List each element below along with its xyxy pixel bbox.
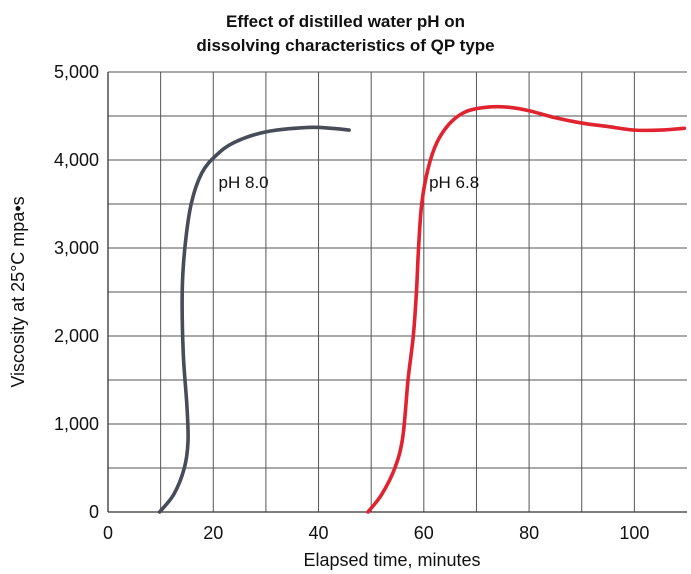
y-tick-label: 2,000 bbox=[54, 326, 99, 346]
chart-title-line-2: dissolving characteristics of QP type bbox=[196, 36, 495, 55]
y-tick-label: 0 bbox=[89, 502, 99, 522]
x-tick-label: 0 bbox=[103, 523, 113, 543]
grid bbox=[108, 71, 687, 512]
series-line-2 bbox=[366, 104, 687, 514]
y-tick-label: 5,000 bbox=[54, 62, 99, 82]
series-label-2: pH 6.8 bbox=[429, 173, 479, 192]
x-tick-label: 40 bbox=[309, 523, 329, 543]
y-tick-label: 1,000 bbox=[54, 414, 99, 434]
x-tick-label: 80 bbox=[519, 523, 539, 543]
y-tick-label: 4,000 bbox=[54, 150, 99, 170]
x-tick-label: 20 bbox=[203, 523, 223, 543]
x-axis-label: Elapsed time, minutes bbox=[303, 550, 480, 570]
series-label-1: pH 8.0 bbox=[219, 173, 269, 192]
plot-frame bbox=[107, 72, 687, 513]
series-lines bbox=[157, 104, 687, 514]
tick-labels: 0 20 40 60 80 100 0 1,000 2,000 3,000 4,000 5,000 bbox=[54, 62, 649, 543]
y-tick-label: 3,000 bbox=[54, 238, 99, 258]
annotations: pH 8.0 pH 6.8 bbox=[219, 173, 480, 192]
chart-title-line-1: Effect of distilled water pH on bbox=[226, 12, 465, 31]
chart-title: Effect of distilled water pH on dissolvi… bbox=[0, 10, 691, 58]
y-axis-label: Viscosity at 25°C mpa•s bbox=[8, 196, 28, 387]
x-tick-label: 60 bbox=[414, 523, 434, 543]
series-line-1 bbox=[157, 125, 351, 514]
x-tick-label: 100 bbox=[619, 523, 649, 543]
